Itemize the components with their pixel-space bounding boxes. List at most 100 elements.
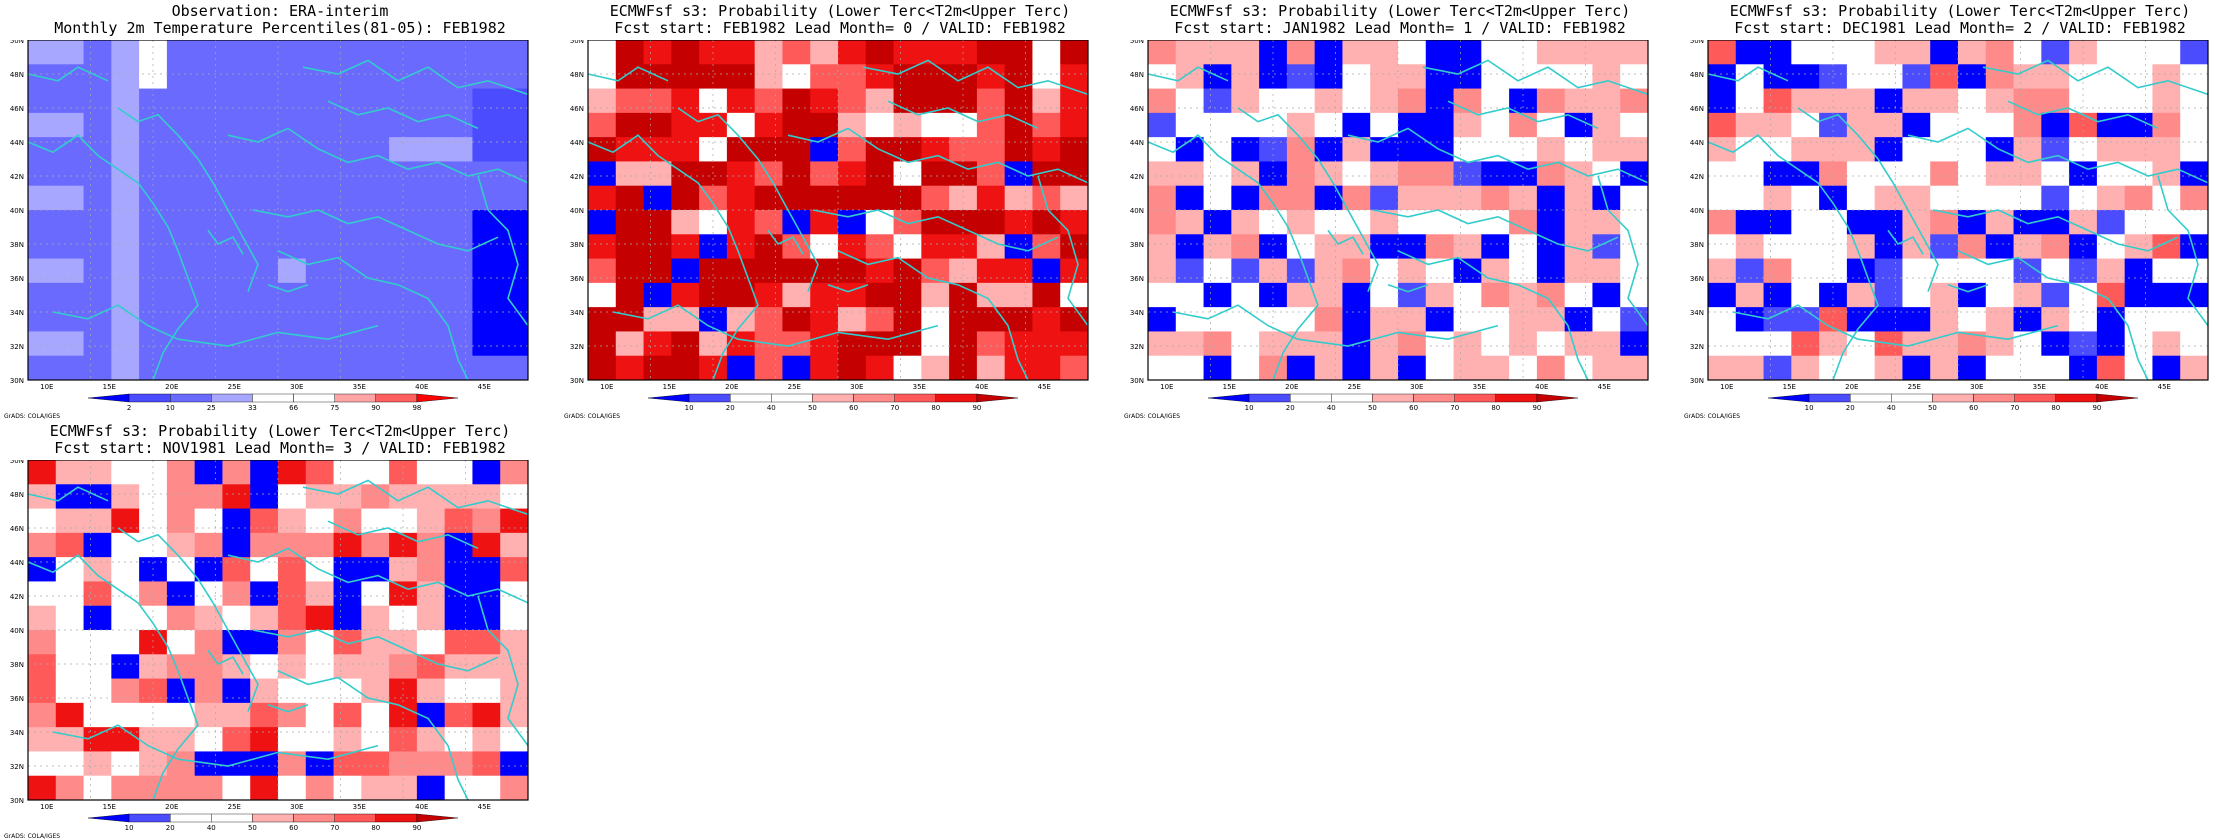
grid-cell [782, 137, 811, 162]
grid-cell [1342, 282, 1371, 308]
grid-cell [1592, 64, 1621, 90]
grid-cell [444, 775, 473, 801]
grid-cell [810, 307, 839, 332]
grid-cell [1060, 112, 1089, 138]
grid-cell [2180, 161, 2209, 187]
lat-tick-label: 36N [10, 275, 24, 283]
grid-cell [865, 234, 895, 260]
colorbar-segment [375, 393, 418, 403]
grid-cell [1536, 210, 1566, 235]
grid-cell [1958, 355, 1987, 381]
grid-cell [1032, 282, 1061, 308]
grid-cell [333, 508, 362, 534]
grid-cell [865, 282, 895, 308]
grid-cell [55, 355, 85, 381]
grid-cell [1620, 64, 1649, 90]
grid-cell [588, 282, 617, 308]
grid-cell [615, 210, 645, 235]
grid-cell [754, 307, 783, 332]
grid-cell [838, 88, 867, 114]
grid-cell [1985, 88, 2015, 114]
grid-cell [1175, 40, 1205, 65]
grid-cell [1536, 331, 1566, 357]
grid-cell [444, 751, 473, 777]
grid-cell [1370, 161, 1399, 187]
grid-cell [1735, 355, 1765, 381]
grid-cell [949, 185, 978, 211]
grid-cell [166, 605, 196, 631]
grid-cell [166, 581, 196, 607]
grid-cell [1004, 112, 1033, 138]
grid-cell [111, 654, 140, 680]
grid-cell [2124, 258, 2153, 284]
grid-cell [2013, 88, 2042, 114]
grid-cell [1203, 137, 1232, 162]
grid-cell [1592, 355, 1621, 381]
grid-cell [865, 40, 895, 65]
grid-cell [389, 185, 418, 211]
grid-cell [1286, 112, 1316, 138]
colorbar-segment [935, 393, 978, 403]
grid-cell [1148, 88, 1177, 114]
grid-cell [416, 40, 446, 65]
grid-cell [726, 88, 756, 114]
grid-cell [1930, 88, 1959, 114]
lat-tick-label: 44N [10, 559, 24, 567]
grid-cell [444, 630, 473, 655]
grid-cell [1314, 64, 1343, 90]
grid-cell [111, 508, 140, 534]
lat-tick-label: 44N [1130, 139, 1144, 147]
grid-cell [1620, 234, 1649, 260]
grid-cell [615, 331, 645, 357]
grid-cell [643, 88, 672, 114]
grid-cell [1708, 307, 1737, 332]
colorbar-segment [334, 813, 377, 823]
grid-cell [194, 64, 223, 90]
grid-cell [1425, 40, 1455, 65]
colorbar-segment [2014, 393, 2057, 403]
grid-cell [1564, 210, 1593, 235]
grid-cell [782, 234, 811, 260]
grid-cell [222, 185, 251, 211]
lat-tick-label: 32N [570, 343, 584, 351]
coastline [1237, 107, 1379, 292]
colorbar-tick-label: 50 [1368, 404, 1377, 412]
grid-cell [671, 282, 700, 308]
grid-cell [55, 460, 85, 485]
grid-cell [2013, 161, 2042, 187]
grid-cell [1231, 40, 1260, 65]
grid-cell [250, 64, 279, 90]
grid-cell [166, 355, 196, 381]
grid-cell [1032, 112, 1061, 138]
grid-cell [2041, 282, 2070, 308]
grid-cell [500, 258, 529, 284]
grid-cell [83, 234, 112, 260]
grid-cell [976, 307, 1006, 332]
grid-cell [472, 88, 501, 114]
grid-cell [782, 161, 811, 187]
lat-tick-label: 38N [1130, 241, 1144, 249]
lat-tick-label: 48N [1130, 71, 1144, 79]
grid-cell [1425, 161, 1455, 187]
grid-cell [222, 88, 251, 114]
grid-cell [1791, 282, 1820, 308]
grid-cell [1481, 355, 1510, 381]
grid-cell [615, 307, 645, 332]
grid-cell [2180, 185, 2209, 211]
grid-cell [615, 355, 645, 381]
grid-cell [976, 185, 1006, 211]
grid-cell [333, 210, 362, 235]
grid-cell [250, 508, 279, 534]
grid-cell [28, 234, 57, 260]
colorbar-segment [976, 393, 1019, 403]
grid-cell [1592, 88, 1621, 114]
lat-tick-label: 44N [1690, 139, 1704, 147]
grid-cell [111, 727, 140, 752]
grid-cell [1314, 88, 1343, 114]
colorbar-tick-label: 10 [685, 404, 694, 412]
lat-tick-label: 50N [1130, 40, 1144, 45]
grid-cell [671, 355, 700, 381]
grid-cell [1148, 355, 1177, 381]
lat-tick-label: 42N [10, 593, 24, 601]
panel-title-line2: Fcst start: NOV1981 Lead Month= 3 / VALI… [54, 439, 506, 457]
